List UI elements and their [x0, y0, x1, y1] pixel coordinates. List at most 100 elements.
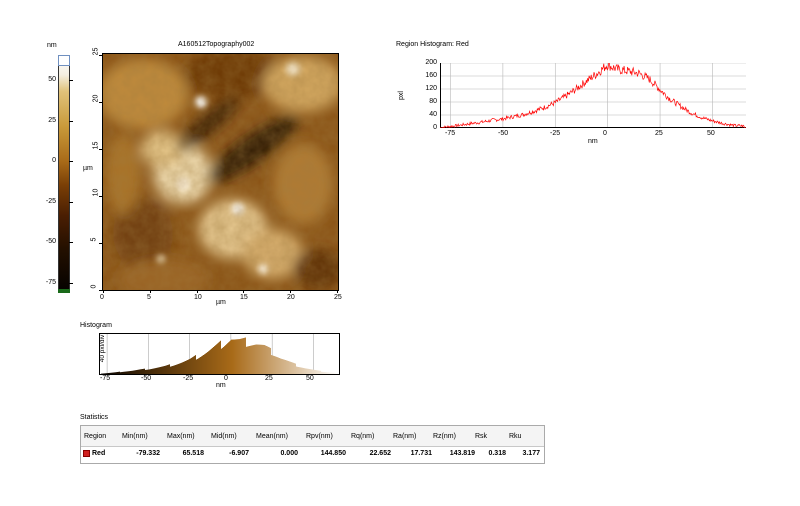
- histogram-bar: [227, 343, 228, 374]
- histogram-bar: [281, 358, 282, 374]
- topography-height-map: [103, 54, 338, 290]
- histogram-bar: [252, 345, 253, 374]
- topography-y-tick-label: 10: [92, 188, 100, 197]
- histogram-bar: [297, 366, 298, 374]
- histogram-bar: [120, 372, 121, 374]
- histogram-bar: [191, 357, 192, 374]
- histogram-bar: [157, 367, 158, 374]
- histogram-bar: [210, 349, 211, 374]
- stat-rsk: 0.318: [488, 450, 506, 457]
- region-histogram-title: Region Histogram: Red: [396, 41, 469, 48]
- histogram-bar: [242, 338, 243, 374]
- histogram-bar: [119, 371, 120, 374]
- histogram-plot[interactable]: [99, 333, 340, 375]
- histogram-bar: [239, 339, 240, 374]
- histogram-bar: [123, 371, 124, 374]
- histogram-bar: [152, 368, 153, 374]
- histogram-bar: [287, 360, 288, 374]
- topography-x-tick-label: 20: [287, 294, 295, 301]
- stat-max: 65.518: [182, 450, 204, 457]
- stat-header-mean: Mean(nm): [256, 433, 288, 440]
- histogram-bar: [183, 361, 184, 374]
- histogram-bar: [262, 344, 263, 374]
- histogram-bar: [309, 369, 310, 374]
- histogram-bar: [337, 372, 338, 374]
- histogram-bar: [150, 369, 151, 374]
- histogram-bar: [333, 372, 334, 374]
- stat-header-rq: Rq(nm): [351, 433, 375, 440]
- histogram-bar: [334, 372, 335, 374]
- region-histogram-y-tick-label: 0: [433, 124, 437, 131]
- histogram-bar: [271, 355, 272, 374]
- histogram-bar: [315, 370, 316, 374]
- histogram-bar: [134, 370, 135, 374]
- histogram-bar: [128, 371, 129, 374]
- histogram-bar: [304, 368, 305, 374]
- histogram-bar: [122, 371, 123, 374]
- histogram-bar: [213, 347, 214, 374]
- histogram-bar: [294, 363, 295, 374]
- histogram-bar: [131, 370, 132, 374]
- histogram-bar: [178, 363, 179, 374]
- histogram-bar: [199, 357, 200, 374]
- topography-frame: [102, 53, 339, 291]
- topography-image[interactable]: [103, 54, 338, 290]
- statistics-table: Region Min(nm) Max(nm) Mid(nm) Mean(nm) …: [80, 425, 545, 464]
- histogram-bar: [267, 346, 268, 374]
- topography-x-tick-mark: [103, 290, 104, 293]
- histogram-bar: [196, 359, 197, 374]
- histogram-bar: [121, 372, 122, 374]
- histogram-bar: [185, 360, 186, 374]
- histogram-bar: [211, 348, 212, 374]
- histogram-bar: [224, 346, 225, 374]
- histogram-bar: [175, 365, 176, 374]
- histogram-bar: [171, 366, 172, 374]
- histogram-bar: [209, 350, 210, 374]
- region-histogram-plot[interactable]: [439, 61, 747, 129]
- histogram-bar: [124, 371, 125, 374]
- topography-x-tick-label: 15: [240, 294, 248, 301]
- histogram-bar: [206, 352, 207, 374]
- topography-x-tick-label: 10: [194, 294, 202, 301]
- region-histogram-chart: [439, 61, 747, 129]
- histogram-bar: [192, 357, 193, 374]
- histogram-bar: [248, 346, 249, 374]
- histogram-bar: [141, 369, 142, 374]
- histogram-bar: [319, 370, 320, 374]
- region-histogram-series-red: [439, 61, 747, 129]
- colorbar[interactable]: [58, 55, 70, 293]
- histogram-bar: [110, 372, 111, 374]
- histogram-bar: [259, 344, 260, 374]
- topography-x-tick-label: 0: [100, 294, 104, 301]
- histogram-bar: [194, 355, 195, 374]
- histogram-bar: [198, 358, 199, 374]
- colorbar-max-handle[interactable]: [58, 55, 70, 66]
- statistics-row-red[interactable]: Red -79.332 65.518 -6.907 0.000 144.850 …: [81, 447, 544, 462]
- histogram-bar: [214, 346, 215, 374]
- region-histogram-x-label: nm: [588, 138, 598, 145]
- colorbar-tick-label: -75: [45, 279, 56, 286]
- histogram-bar: [225, 345, 226, 374]
- region-histogram-y-tick-label: 80: [429, 98, 437, 105]
- histogram-bar: [332, 372, 333, 374]
- topography-y-tick-label: 20: [92, 94, 100, 103]
- histogram-bar: [222, 347, 223, 374]
- histogram-bar: [133, 370, 134, 374]
- region-color-swatch: [83, 450, 90, 457]
- colorbar-min-handle[interactable]: [58, 289, 70, 293]
- histogram-bar: [148, 369, 149, 374]
- topography-y-tick-mark: [99, 290, 102, 291]
- stat-header-rpv: Rpv(nm): [306, 433, 333, 440]
- histogram-bar: [103, 373, 104, 374]
- histogram-bar: [193, 356, 194, 374]
- histogram-bar: [261, 344, 262, 374]
- topography-title: A160512Topography002: [178, 41, 255, 48]
- colorbar-tick-mark: [69, 283, 73, 284]
- histogram-bar: [247, 346, 248, 374]
- histogram-bar: [127, 371, 128, 374]
- histogram-bar: [230, 340, 231, 374]
- histogram-bar: [203, 354, 204, 374]
- topography-x-tick-label: 25: [334, 294, 342, 301]
- histogram-bar: [163, 366, 164, 374]
- histogram-bar: [283, 359, 284, 374]
